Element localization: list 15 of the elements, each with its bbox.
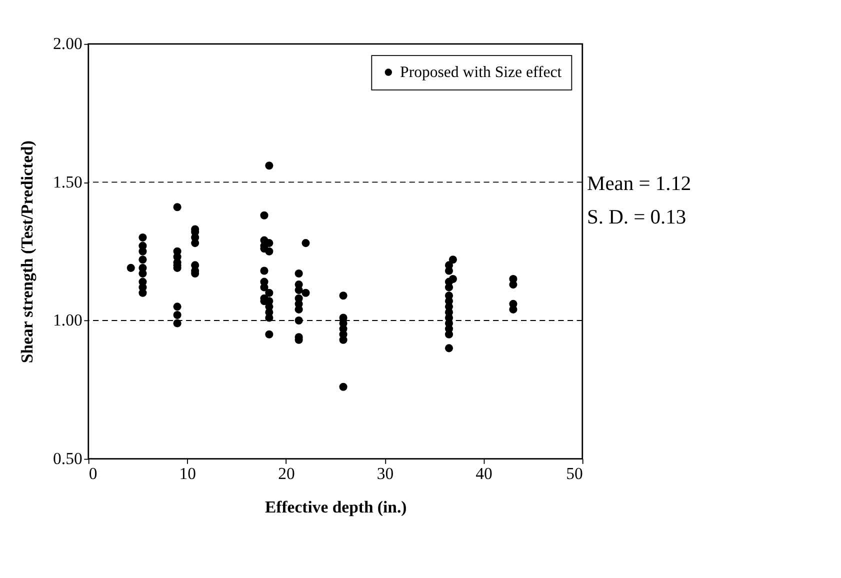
text: S. D. = 0.13 — [587, 206, 686, 228]
x-tick-label: 50 — [566, 464, 583, 483]
text: Mean = 1.12 — [587, 172, 692, 195]
x-tick-label: 10 — [179, 464, 196, 483]
y-tick-label: 1.00 — [53, 310, 82, 330]
x-tick-label: 0 — [88, 464, 98, 483]
y-tick-label: 2.00 — [53, 34, 82, 54]
x-tick-label: 30 — [376, 464, 394, 483]
x-tick-label: 40 — [476, 464, 492, 483]
y-tick-label: 1.50 — [53, 172, 82, 192]
x-tick-label: 20 — [278, 464, 295, 483]
y-tick-label: 0.50 — [53, 448, 82, 468]
y-axis-title: Shear strength (Test/Predicted) — [18, 140, 37, 364]
x-axis-title: Effective depth (in.) — [264, 497, 407, 516]
legend-label: Proposed with Size effect — [400, 64, 562, 81]
